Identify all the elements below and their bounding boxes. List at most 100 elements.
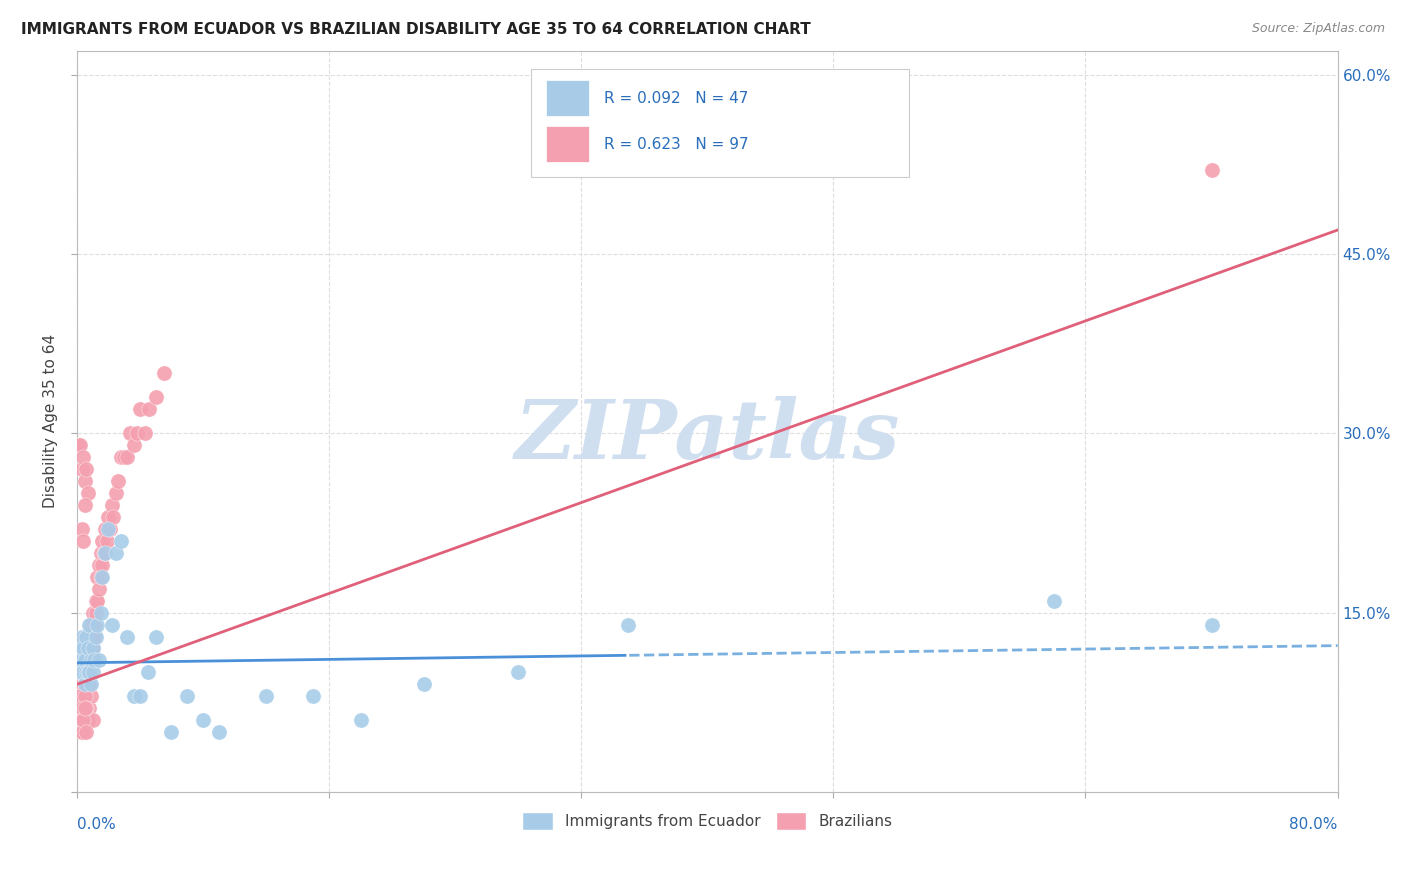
Point [101,510,124,524]
Point [73,653,96,667]
Point [87,653,110,667]
Point [412,677,434,691]
Point [69,690,91,704]
Point [69,653,91,667]
Point [82,713,104,727]
Point [77,665,100,680]
Point [84,593,107,607]
Point [80,617,103,632]
Point [136,665,159,680]
Point [82,641,104,656]
Point [70,677,93,691]
Point [122,438,145,452]
Point [91,558,114,572]
Point [176,690,198,704]
Point [138,402,160,417]
Point [75,701,97,715]
Point [73,701,96,715]
Point [97,510,120,524]
Point [69,677,91,691]
Point [86,617,108,632]
Point [70,641,93,656]
Point [69,641,91,656]
Point [110,533,132,548]
Point [72,725,94,739]
Point [79,665,101,680]
Point [72,665,94,680]
Point [69,438,91,452]
Text: IMMIGRANTS FROM ECUADOR VS BRAZILIAN DISABILITY AGE 35 TO 64 CORRELATION CHART: IMMIGRANTS FROM ECUADOR VS BRAZILIAN DIS… [21,22,811,37]
Point [72,713,94,727]
Point [97,522,120,536]
Point [80,641,103,656]
Point [75,462,97,476]
Point [75,665,97,680]
Point [87,582,110,596]
Point [508,665,530,680]
Point [86,593,108,607]
Point [77,713,100,727]
Point [72,677,94,691]
Point [120,426,142,441]
Point [83,653,105,667]
Point [91,533,114,548]
Point [70,701,93,715]
Point [70,665,93,680]
Point [69,641,91,656]
Point [75,701,97,715]
Point [254,690,277,704]
Point [145,630,167,644]
Point [1201,617,1223,632]
Point [80,677,103,691]
Point [77,486,100,500]
Point [80,690,103,704]
Point [87,558,110,572]
Legend: Immigrants from Ecuador, Brazilians: Immigrants from Ecuador, Brazilians [516,806,898,836]
Point [134,426,156,441]
Point [75,630,97,644]
Point [96,533,118,548]
Point [112,450,135,465]
Point [73,630,96,644]
Point [89,546,111,560]
Point [70,653,93,667]
Point [89,570,111,584]
Point [77,641,100,656]
Point [67,653,90,667]
Point [67,677,90,691]
FancyBboxPatch shape [546,127,589,161]
Point [79,653,101,667]
Point [73,653,96,667]
Point [105,546,128,560]
Text: 80.0%: 80.0% [1289,817,1337,832]
Point [80,630,103,644]
Point [1201,163,1223,178]
Point [100,617,122,632]
Point [77,630,100,644]
Point [145,391,167,405]
Point [79,701,101,715]
Point [83,617,105,632]
FancyBboxPatch shape [546,80,589,116]
Point [94,546,117,560]
Point [98,522,121,536]
Text: R = 0.623   N = 97: R = 0.623 N = 97 [603,136,748,152]
Point [86,570,108,584]
Point [93,546,115,560]
Point [77,665,100,680]
Point [67,665,90,680]
Point [302,690,325,704]
Point [75,641,97,656]
Point [69,665,91,680]
Point [75,725,97,739]
FancyBboxPatch shape [530,70,908,177]
Point [1043,593,1066,607]
Point [122,690,145,704]
Point [72,665,94,680]
Point [67,438,90,452]
Point [73,677,96,691]
Point [125,426,148,441]
Text: 0.0%: 0.0% [77,817,115,832]
Point [77,653,100,667]
Point [107,474,129,488]
